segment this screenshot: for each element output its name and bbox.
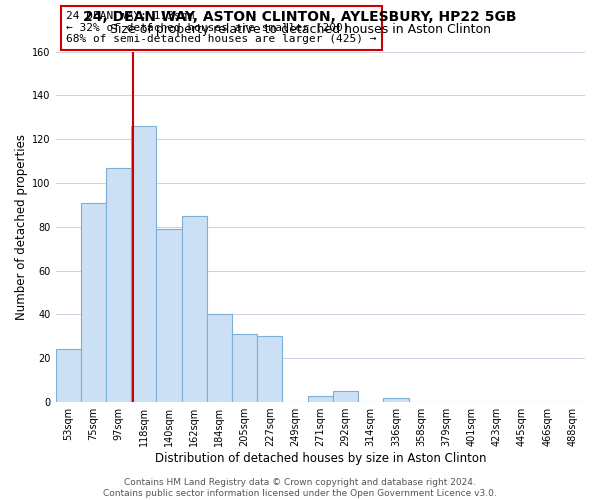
- Bar: [308, 396, 333, 402]
- Bar: [232, 334, 257, 402]
- Text: Contains HM Land Registry data © Crown copyright and database right 2024.
Contai: Contains HM Land Registry data © Crown c…: [103, 478, 497, 498]
- Bar: [81, 202, 106, 402]
- Text: Size of property relative to detached houses in Aston Clinton: Size of property relative to detached ho…: [110, 22, 491, 36]
- Bar: [257, 336, 283, 402]
- Bar: [157, 229, 182, 402]
- Text: 24 DEAN WAY: 113sqm
← 32% of detached houses are smaller (200)
68% of semi-detac: 24 DEAN WAY: 113sqm ← 32% of detached ho…: [66, 12, 377, 44]
- Bar: [207, 314, 232, 402]
- Bar: [106, 168, 131, 402]
- X-axis label: Distribution of detached houses by size in Aston Clinton: Distribution of detached houses by size …: [155, 452, 486, 465]
- Bar: [56, 350, 81, 402]
- Y-axis label: Number of detached properties: Number of detached properties: [15, 134, 28, 320]
- Bar: [131, 126, 157, 402]
- Bar: [333, 391, 358, 402]
- Text: 24, DEAN WAY, ASTON CLINTON, AYLESBURY, HP22 5GB: 24, DEAN WAY, ASTON CLINTON, AYLESBURY, …: [83, 10, 517, 24]
- Bar: [182, 216, 207, 402]
- Bar: [383, 398, 409, 402]
